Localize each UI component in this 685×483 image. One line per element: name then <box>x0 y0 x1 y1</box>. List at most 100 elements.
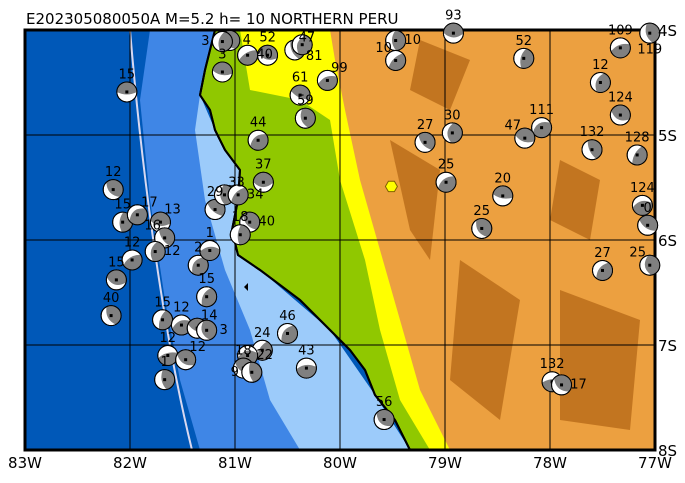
beachball-center <box>111 188 115 192</box>
depth-label: 18 <box>232 210 249 225</box>
beachball-outline <box>144 241 166 263</box>
depth-label: 27 <box>594 246 611 261</box>
beachball-outline <box>514 127 536 149</box>
lon-tick-label: 83W <box>8 454 42 472</box>
beachball-center <box>205 295 209 299</box>
beachball-outline <box>414 131 436 153</box>
beachball-center <box>451 31 455 35</box>
beachball-outline <box>294 107 316 129</box>
beachball-outline <box>247 129 269 151</box>
beachball-outline <box>589 72 611 93</box>
beachball-compression <box>243 212 260 230</box>
depth-label: 3 <box>201 34 209 49</box>
depth-label: 93 <box>445 9 462 24</box>
beachball-center <box>325 78 329 82</box>
beachball <box>441 122 463 144</box>
depth-label: 34 <box>247 187 264 202</box>
beachball-compression <box>611 43 631 58</box>
beachball-outline <box>592 259 613 281</box>
beachball-compression <box>158 352 178 366</box>
beachball-outline <box>211 31 233 53</box>
beachball-center <box>303 116 307 120</box>
beachball <box>229 224 251 246</box>
depth-label: 0 <box>644 201 652 216</box>
beachball-center <box>450 131 454 135</box>
beachball <box>170 314 192 336</box>
beachball-compression <box>281 325 298 344</box>
beachball-compression <box>447 122 463 143</box>
beachball-compression <box>237 224 251 245</box>
beachball-outline <box>373 409 395 431</box>
beachball-outline <box>442 22 464 44</box>
beachball-center <box>648 31 652 35</box>
depth-label: 25 <box>473 204 490 219</box>
beachball <box>211 61 233 83</box>
beachball <box>227 184 249 206</box>
beachball-compression <box>150 212 171 226</box>
beachball <box>257 44 279 66</box>
beachball-center <box>560 383 564 387</box>
beachball <box>247 129 269 151</box>
beachball-center <box>522 56 526 60</box>
beachball-compression <box>645 23 660 43</box>
depth-label: 14 <box>201 309 218 324</box>
beachball-outline <box>639 22 661 44</box>
beachball-center <box>501 194 505 198</box>
depth-label: 3 <box>218 48 226 63</box>
depth-label: 44 <box>250 116 267 131</box>
depth-label: 124 <box>630 181 655 196</box>
depth-label: 15 <box>108 255 125 270</box>
depth-label: 52 <box>516 34 533 49</box>
lon-tick-label: 77W <box>638 454 672 472</box>
beachball-compression <box>644 255 660 276</box>
beachball-center <box>423 140 427 144</box>
lat-tick-label: 6S <box>658 232 677 250</box>
beachball-center <box>601 268 604 272</box>
beachball-center <box>635 153 639 157</box>
main-event-marker <box>384 180 398 193</box>
depth-label: 12 <box>160 331 177 346</box>
beachball-compression <box>158 310 173 330</box>
beachball <box>385 49 407 71</box>
depth-label: 37 <box>255 158 272 173</box>
beachball-center <box>260 348 264 352</box>
beachball-outline <box>492 185 514 207</box>
depth-label: 24 <box>254 326 271 341</box>
trench-line <box>129 29 193 451</box>
depth-label: 4 <box>243 33 251 48</box>
beachball <box>289 84 311 106</box>
beachball-center <box>640 203 644 207</box>
depth-label: 22 <box>256 348 273 363</box>
lon-tick-label: 80W <box>323 454 357 472</box>
beachball-center <box>220 40 224 44</box>
beachball-outline <box>291 34 313 56</box>
beachball-compression <box>116 81 137 95</box>
beachball-center <box>256 138 260 142</box>
beachball-outline <box>257 44 279 66</box>
beachball-center <box>300 43 304 47</box>
beachball <box>373 409 395 431</box>
beachball-center <box>153 250 157 254</box>
axis-labels: 83W 82W 81W 80W 79W 78W 77W 4S 5S 6S 7S 8S <box>8 22 677 472</box>
beachball-outline <box>241 361 263 383</box>
beachball-compression <box>106 179 124 197</box>
lon-tick-label: 82W <box>113 454 147 472</box>
beachball-compression <box>296 35 313 55</box>
lat-tick-label: 5S <box>658 127 677 145</box>
depth-label: 33 <box>228 175 245 190</box>
beachball-outline <box>196 319 218 341</box>
beachball <box>116 81 138 103</box>
beachball-outline <box>441 122 463 144</box>
beachball-compression <box>106 305 122 325</box>
beachball-compression <box>172 320 192 336</box>
beachball <box>316 69 338 91</box>
beachball-center <box>184 358 188 362</box>
beachball <box>126 204 148 226</box>
beachball-compression <box>150 241 166 262</box>
depth-label: 81 <box>306 49 323 64</box>
beachball-compression <box>632 200 653 216</box>
beachball <box>175 349 197 371</box>
ocean-shallow <box>195 95 410 450</box>
beachball-center <box>125 90 129 94</box>
